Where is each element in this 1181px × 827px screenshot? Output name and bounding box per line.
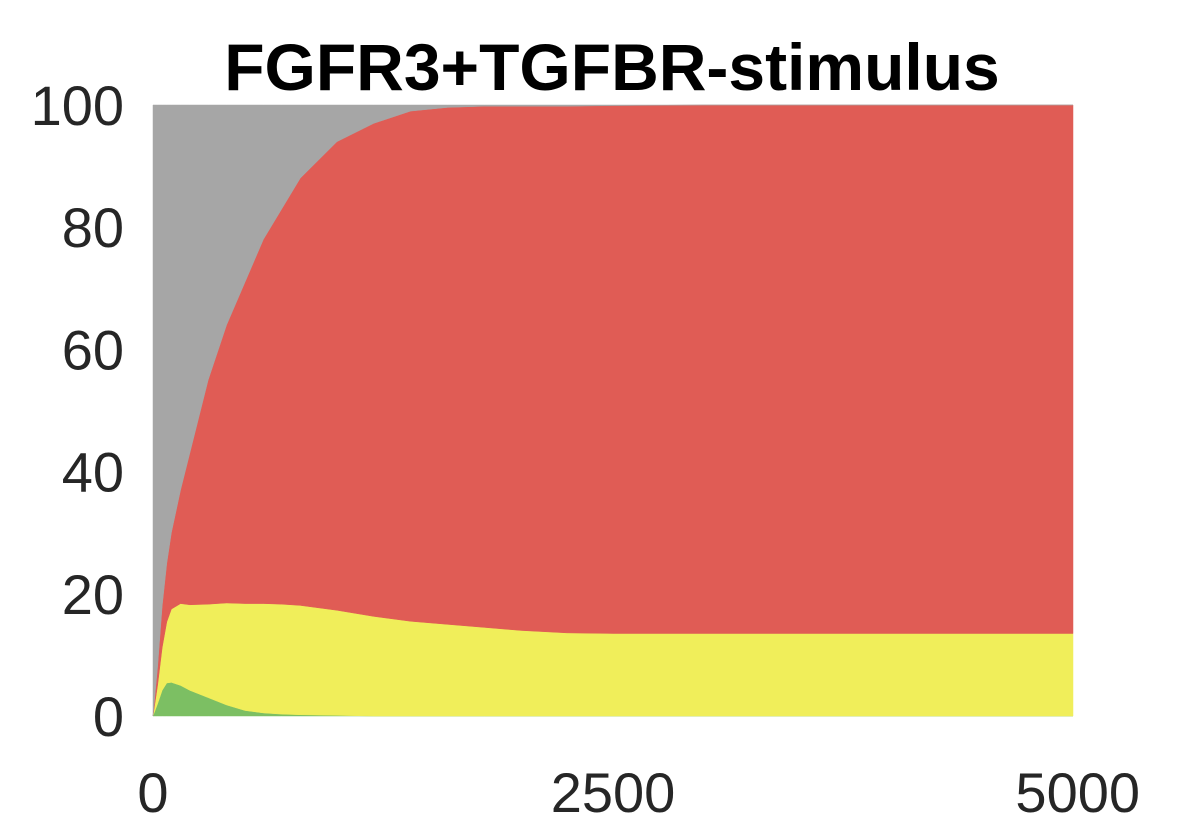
y-tick-label: 20 (62, 563, 124, 626)
chart-title: FGFR3+TGFBR-stimulus (224, 30, 1000, 104)
plot-area (152, 104, 1074, 717)
area-series-4 (152, 104, 1073, 717)
x-tick-label: 5000 (1015, 761, 1140, 824)
y-tick-label: 80 (62, 196, 124, 259)
x-axis: 0 2500 5000 (137, 761, 1140, 824)
y-tick-label: 40 (62, 441, 124, 504)
x-tick-label: 0 (137, 761, 168, 824)
y-axis: 0 20 40 60 80 100 (31, 74, 124, 748)
y-tick-label: 0 (93, 685, 124, 748)
y-tick-label: 100 (31, 74, 124, 137)
y-tick-label: 60 (62, 318, 124, 381)
x-tick-label: 2500 (551, 761, 676, 824)
